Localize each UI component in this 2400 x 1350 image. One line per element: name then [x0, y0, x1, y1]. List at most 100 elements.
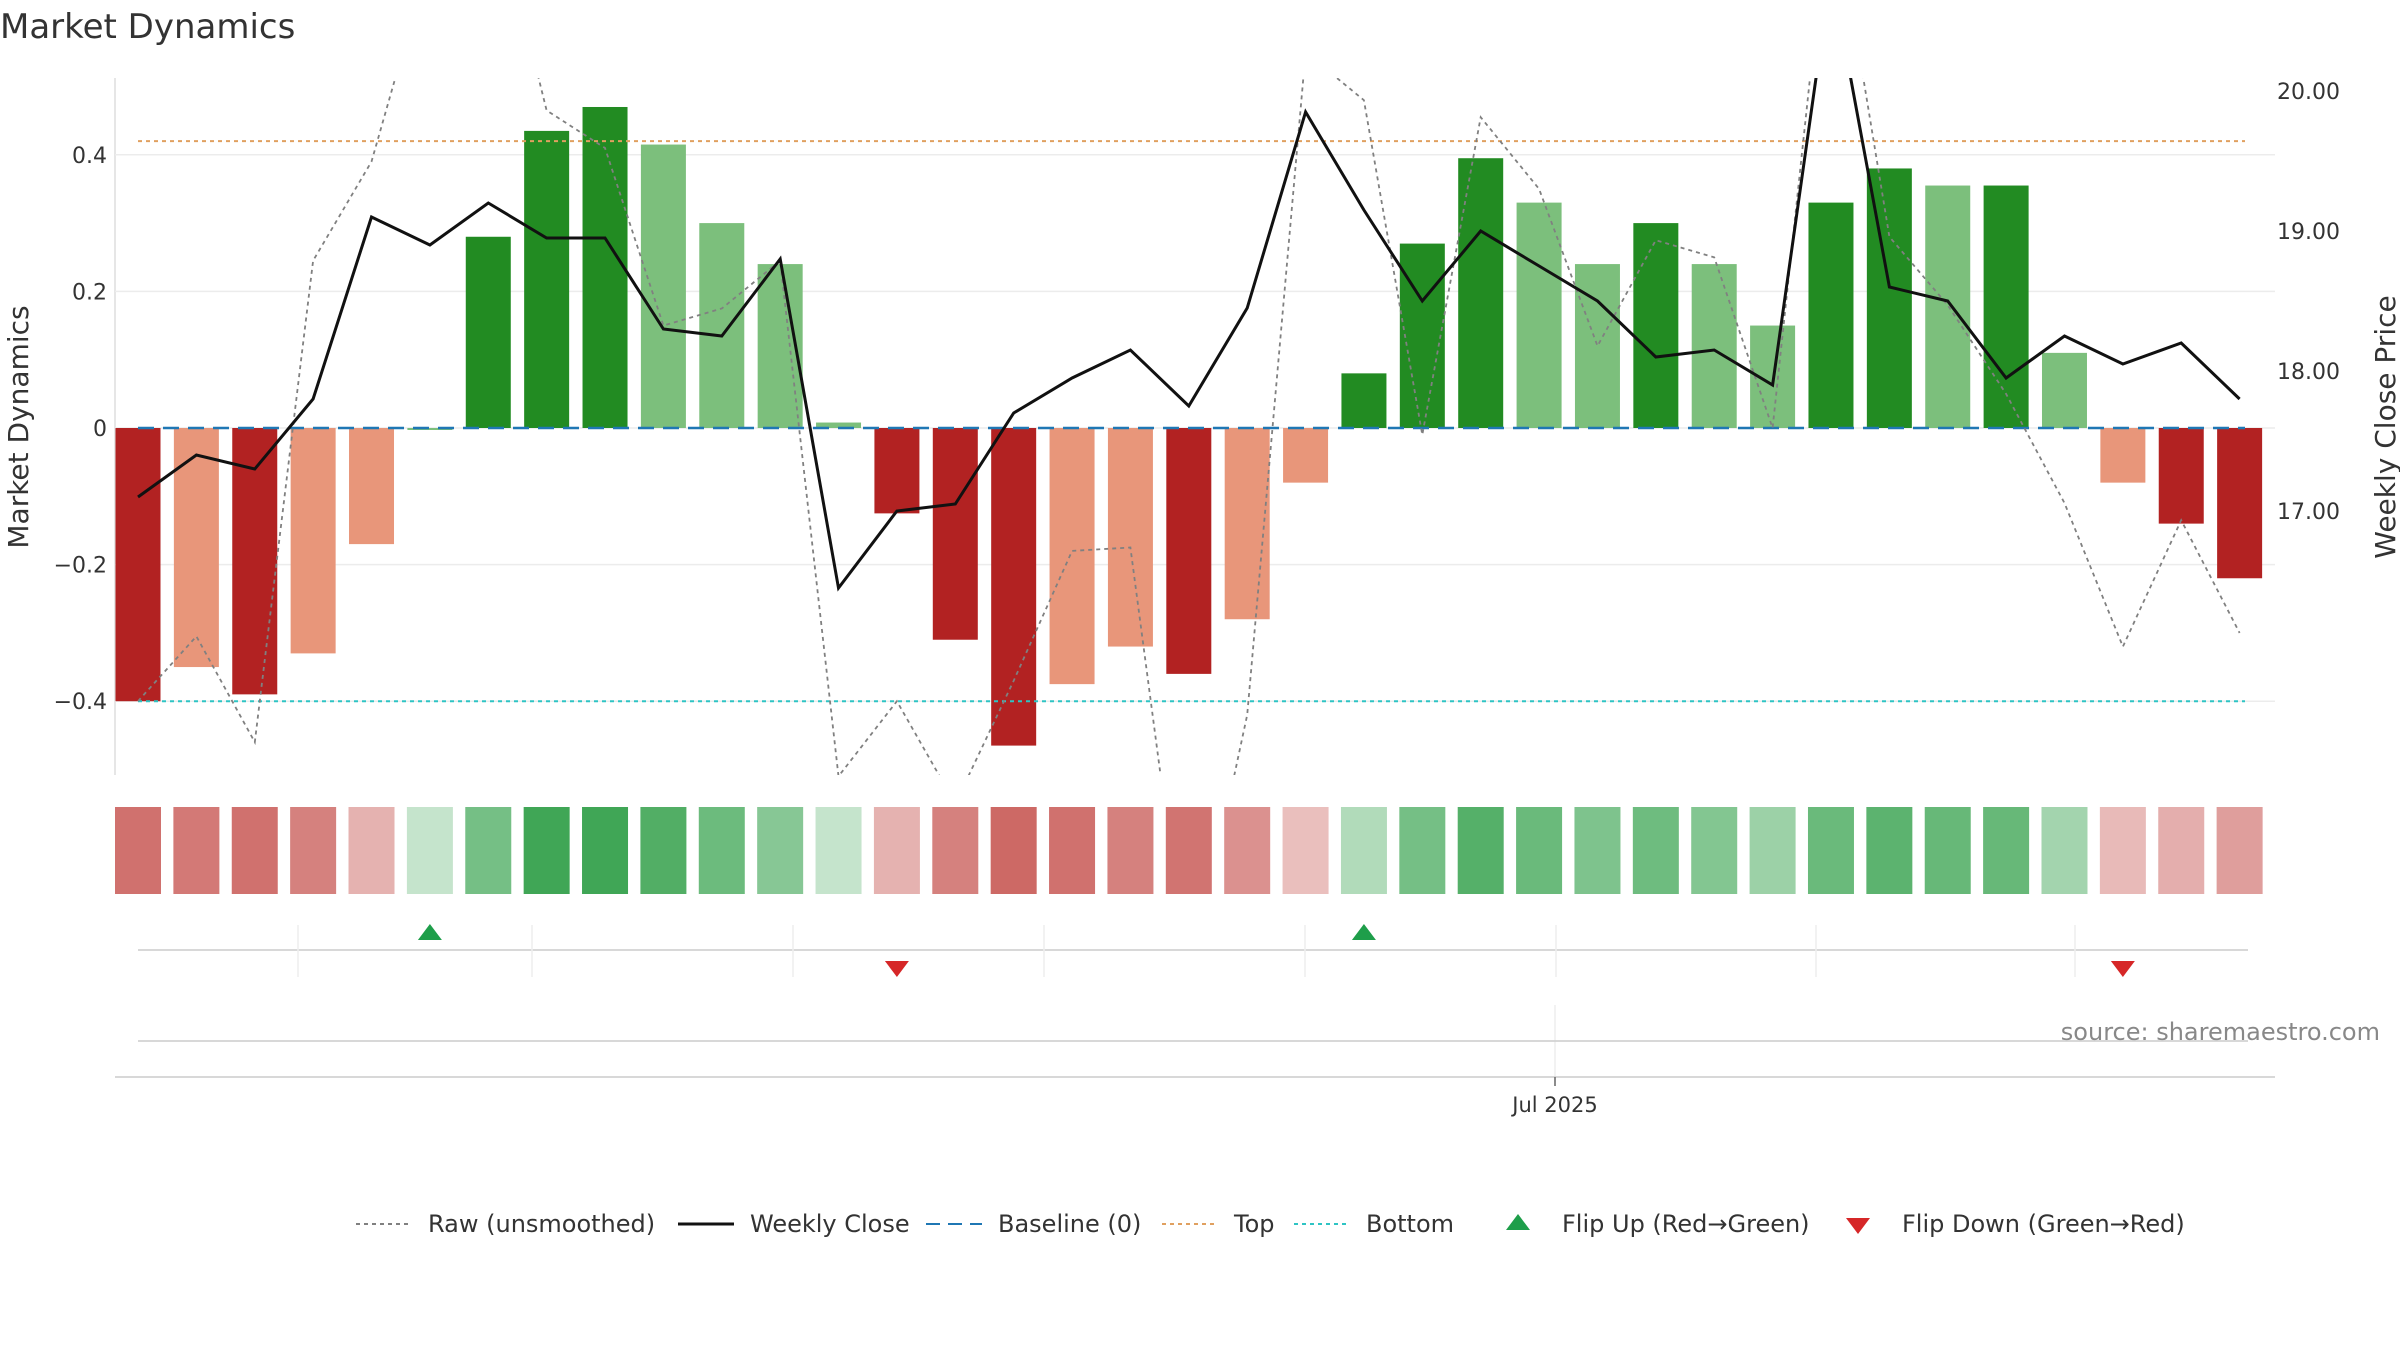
bar: [1283, 428, 1329, 483]
bar: [991, 428, 1037, 746]
bar: [1107, 428, 1153, 647]
chart-title: Market Dynamics: [0, 7, 295, 47]
heat-cell: [1807, 807, 1854, 894]
heat-cell: [2099, 807, 2146, 894]
legend-weekly-close-label: Weekly Close: [750, 1210, 910, 1238]
heat-cell: [698, 807, 745, 894]
heat-cell: [873, 807, 920, 894]
y-axis-right-label: Weekly Close Price: [2369, 295, 2400, 558]
bar: [1633, 223, 1679, 428]
flip-up-marker: [417, 924, 442, 940]
bar: [407, 428, 453, 430]
bar: [640, 144, 686, 428]
legend-flip-up-red-green-label: Flip Up (Red→Green): [1562, 1210, 1810, 1238]
heat-cell: [1866, 807, 1913, 894]
heat-cell: [348, 807, 395, 894]
bar: [1166, 428, 1212, 674]
heat-cell: [1340, 807, 1387, 894]
bar: [874, 428, 920, 514]
legend-top-label: Top: [1233, 1210, 1275, 1238]
bar: [699, 223, 745, 428]
y-tick-label: 0: [93, 417, 107, 442]
heat-cell: [1107, 807, 1154, 894]
legend-flip-down-green-red-swatch: [1846, 1218, 1870, 1234]
heat-cell: [1282, 807, 1329, 894]
heat-cell: [1399, 807, 1446, 894]
legend-bottom-label: Bottom: [1366, 1210, 1454, 1238]
bar: [290, 428, 336, 654]
heat-cell: [290, 807, 337, 894]
heat-cell: [1224, 807, 1271, 894]
heat-cell: [406, 807, 453, 894]
legend-flip-up-red-green-swatch: [1506, 1214, 1530, 1230]
legend-baseline-0-label: Baseline (0): [998, 1210, 1141, 1238]
plot-area: [115, 78, 2263, 775]
bar: [465, 236, 511, 428]
bar: [582, 106, 628, 429]
heat-cell: [1516, 807, 1563, 894]
x-tick-label: Jul 2025: [1510, 1093, 1597, 1117]
heat-cell: [231, 807, 278, 894]
y-tick-label: 0.2: [72, 280, 107, 305]
heat-cell: [1749, 807, 1796, 894]
heat-cell: [1165, 807, 1212, 894]
bar: [1691, 264, 1737, 428]
heat-cell: [1924, 807, 1971, 894]
heat-cell: [1049, 807, 1096, 894]
bar: [1224, 428, 1270, 620]
y-right-tick-label: 18.00: [2277, 360, 2340, 385]
y-tick-label: −0.4: [54, 690, 107, 715]
heat-cell: [640, 807, 687, 894]
bar: [115, 428, 161, 702]
heat-cell: [1632, 807, 1679, 894]
bar: [816, 422, 862, 428]
bar: [1399, 243, 1445, 428]
y-tick-label: −0.2: [54, 554, 107, 579]
bar: [2217, 428, 2263, 579]
heat-cell: [2216, 807, 2263, 894]
heat-cell: [523, 807, 570, 894]
legend-raw-unsmoothed-label: Raw (unsmoothed): [428, 1210, 655, 1238]
heat-cell: [757, 807, 804, 894]
flip-down-marker: [2110, 961, 2135, 977]
heat-cell: [932, 807, 979, 894]
bar: [2041, 352, 2087, 428]
heat-cell: [815, 807, 862, 894]
bar: [2100, 428, 2146, 483]
heat-cell: [2041, 807, 2088, 894]
heat-cell: [582, 807, 629, 894]
y-tick-label: 0.4: [72, 144, 107, 169]
bar: [1808, 202, 1854, 428]
heat-cell: [115, 807, 161, 894]
heat-cell: [1574, 807, 1621, 894]
bar: [232, 428, 278, 695]
heat-cell: [1691, 807, 1738, 894]
y-right-tick-label: 17.00: [2277, 500, 2340, 525]
y-axis-label: Market Dynamics: [2, 305, 35, 548]
bar: [524, 130, 570, 428]
heat-cell: [990, 807, 1037, 894]
heat-cell: [1457, 807, 1504, 894]
source-label: source: sharemaestro.com: [2061, 1018, 2380, 1046]
bar: [1341, 373, 1387, 428]
heat-cell: [1983, 807, 2030, 894]
heat-cell: [465, 807, 512, 894]
heat-cell: [2158, 807, 2205, 894]
y-right-tick-label: 19.00: [2277, 220, 2340, 245]
bar: [1983, 185, 2029, 428]
bar: [1516, 202, 1562, 428]
legend-flip-down-green-red-label: Flip Down (Green→Red): [1902, 1210, 2185, 1238]
flip-up-marker: [1351, 924, 1376, 940]
flip-down-marker: [884, 961, 909, 977]
y-right-tick-label: 20.00: [2277, 80, 2340, 105]
bar: [173, 428, 219, 668]
heat-cell: [173, 807, 220, 894]
bar: [1049, 428, 1095, 685]
legend: Raw (unsmoothed) Weekly Close Baseline (0)…: [356, 1210, 2185, 1238]
bar: [1458, 158, 1504, 428]
bar: [932, 428, 978, 640]
bar: [2158, 428, 2204, 524]
weekly-close-line: [137, 78, 2241, 592]
bar: [349, 428, 395, 545]
